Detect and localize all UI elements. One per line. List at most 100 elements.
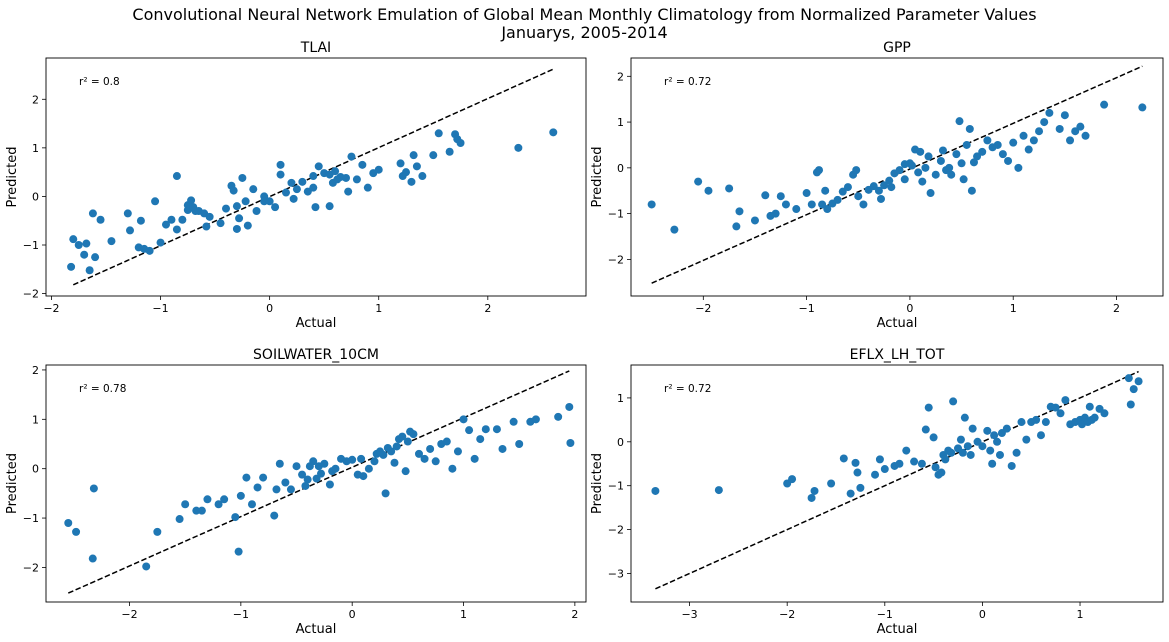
data-point xyxy=(431,457,440,466)
data-point xyxy=(962,140,971,149)
y-tick-label: 2 xyxy=(32,364,39,377)
data-point xyxy=(941,455,950,464)
data-point xyxy=(955,117,964,126)
data-point xyxy=(156,238,165,247)
data-point xyxy=(222,204,230,213)
data-point xyxy=(1085,402,1094,411)
data-point xyxy=(429,151,438,160)
data-point xyxy=(924,403,933,412)
data-point xyxy=(178,215,187,224)
data-point xyxy=(465,426,474,435)
axes-frame xyxy=(630,364,1164,603)
y-tick-label: 1 xyxy=(617,116,624,129)
x-tick-label: −1 xyxy=(799,302,815,315)
data-point xyxy=(807,493,816,502)
data-point xyxy=(776,192,785,201)
data-point xyxy=(854,192,863,201)
data-point xyxy=(286,485,295,494)
data-point xyxy=(74,241,83,249)
data-point xyxy=(426,444,435,453)
data-point xyxy=(142,562,151,571)
data-point xyxy=(72,527,81,536)
data-point xyxy=(1124,374,1133,383)
x-tick-label: −1 xyxy=(877,608,893,621)
r-squared-annotation: r² = 0.8 xyxy=(79,76,120,88)
data-point xyxy=(314,162,323,171)
data-point xyxy=(342,173,350,182)
data-point xyxy=(259,473,268,482)
data-point xyxy=(309,183,318,192)
data-point xyxy=(921,163,930,172)
data-point xyxy=(398,432,407,441)
data-point xyxy=(456,139,465,147)
y-axis-label: Predicted xyxy=(590,146,605,207)
data-point xyxy=(481,425,490,434)
data-point xyxy=(364,464,373,473)
subplot-title: GPP xyxy=(883,40,911,56)
data-point xyxy=(401,467,410,476)
data-point xyxy=(448,464,457,473)
y-tick-label: 1 xyxy=(32,413,39,426)
data-point xyxy=(236,491,245,500)
data-point xyxy=(670,225,679,234)
data-point xyxy=(292,185,301,194)
data-point xyxy=(998,150,1007,159)
data-point xyxy=(565,402,574,411)
data-point xyxy=(647,200,656,209)
data-point xyxy=(1055,124,1064,133)
x-tick-label: −2 xyxy=(695,302,711,315)
data-point xyxy=(1041,418,1050,427)
data-point xyxy=(402,168,410,177)
y-axis-label: Predicted xyxy=(5,146,20,207)
data-point xyxy=(363,183,372,192)
data-point xyxy=(1134,377,1143,386)
data-point xyxy=(281,478,290,487)
subplot-title: TLAI xyxy=(300,40,331,56)
data-point xyxy=(492,425,501,434)
data-point xyxy=(409,430,418,439)
data-point xyxy=(241,197,250,206)
data-point xyxy=(331,464,340,473)
data-point xyxy=(175,515,184,524)
x-tick-label: −1 xyxy=(233,608,249,621)
x-axis-label: Actual xyxy=(296,622,337,637)
data-point xyxy=(265,197,274,206)
data-point xyxy=(453,447,462,456)
subplot-3: SOILWATER_10CM −2 −1 0 1 2 −2 −1 0 1 2 Actual Predic… xyxy=(5,347,587,637)
data-point xyxy=(445,147,454,156)
data-point xyxy=(821,186,830,195)
x-tick-label: 1 xyxy=(1077,608,1084,621)
axes-frame xyxy=(630,57,1164,297)
data-point xyxy=(151,197,160,206)
data-point xyxy=(853,468,862,477)
data-point xyxy=(203,495,212,504)
data-point xyxy=(172,225,181,234)
data-point xyxy=(442,437,451,446)
x-tick-label: 0 xyxy=(906,302,913,315)
data-point xyxy=(1019,131,1028,140)
data-point xyxy=(833,195,842,204)
data-point xyxy=(947,448,956,457)
x-tick-label: 0 xyxy=(979,608,986,621)
data-point xyxy=(1035,127,1044,136)
data-point xyxy=(983,426,992,435)
data-point xyxy=(949,397,958,406)
data-point xyxy=(276,160,285,169)
data-point xyxy=(282,188,290,197)
data-point xyxy=(885,176,894,185)
data-point xyxy=(470,454,479,463)
data-point xyxy=(352,175,361,184)
data-point xyxy=(181,500,190,509)
data-point xyxy=(947,170,956,179)
data-point xyxy=(1076,122,1085,131)
data-point xyxy=(876,194,885,203)
x-tick-label: −2 xyxy=(121,608,137,621)
data-point xyxy=(91,253,100,262)
data-point xyxy=(554,412,563,421)
x-axis-label: Actual xyxy=(296,316,337,331)
reference-line xyxy=(67,370,570,594)
x-tick-label: 2 xyxy=(1113,302,1120,315)
data-point xyxy=(781,200,790,209)
data-point xyxy=(1017,418,1026,427)
